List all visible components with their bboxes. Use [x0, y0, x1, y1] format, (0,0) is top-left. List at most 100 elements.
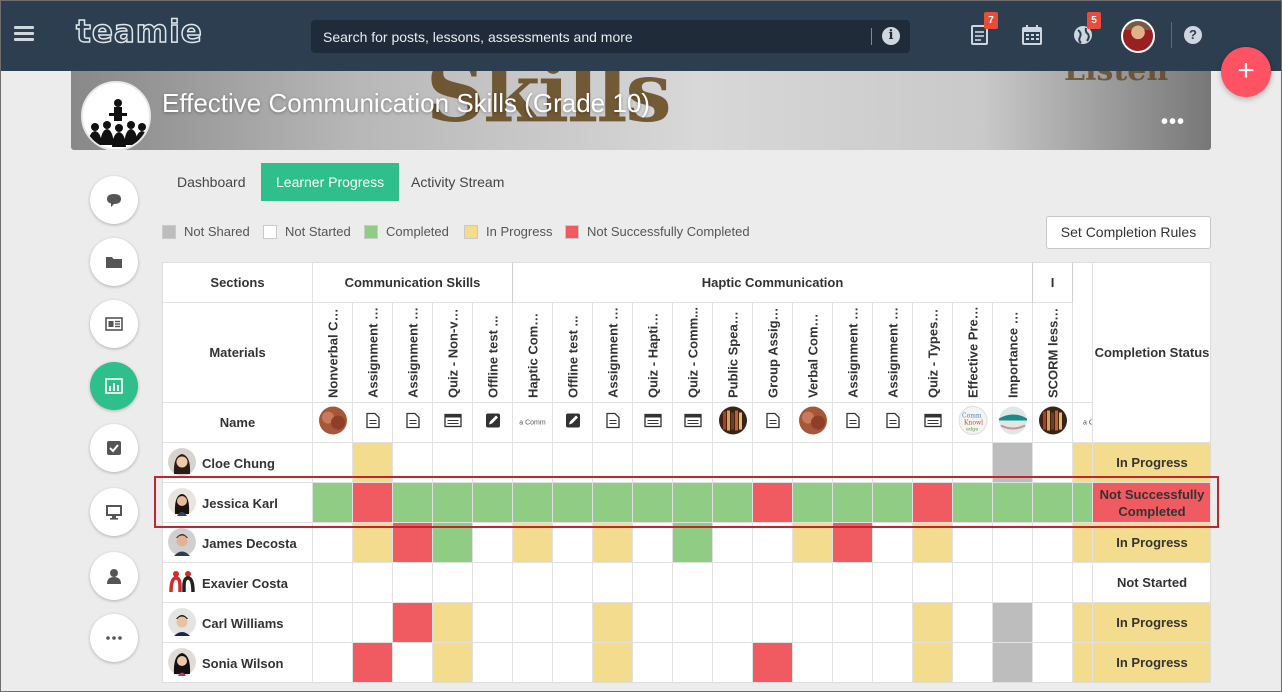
progress-cell[interactable] — [993, 603, 1033, 643]
teamie-logo[interactable]: teamie — [75, 13, 203, 51]
material-column-header[interactable]: Quiz - Non-ve... — [433, 303, 473, 403]
material-column-header[interactable]: Haptic Comm... — [513, 303, 553, 403]
progress-cell[interactable] — [433, 443, 473, 483]
material-icon-cell[interactable] — [353, 403, 393, 443]
material-icon-cell[interactable] — [873, 403, 913, 443]
progress-cell[interactable] — [993, 563, 1033, 603]
learner-row-name[interactable]: Sonia Wilson — [163, 643, 313, 682]
progress-cell[interactable] — [593, 483, 633, 523]
material-column-header[interactable]: SCORM lesson — [1033, 303, 1073, 403]
search-input[interactable]: Search for posts, lessons, assessments a… — [311, 20, 910, 53]
progress-cell[interactable] — [873, 483, 913, 523]
progress-cell[interactable] — [393, 563, 433, 603]
progress-cell[interactable] — [833, 443, 873, 483]
progress-cell[interactable] — [873, 443, 913, 483]
progress-cell[interactable] — [353, 643, 393, 682]
progress-cell[interactable] — [673, 443, 713, 483]
calendar-icon[interactable] — [1022, 24, 1042, 46]
progress-cell[interactable] — [793, 443, 833, 483]
progress-cell[interactable] — [673, 523, 713, 563]
progress-cell[interactable] — [633, 483, 673, 523]
globe-icon[interactable]: 5 — [1073, 12, 1101, 46]
info-icon[interactable]: i — [882, 27, 900, 45]
progress-cell[interactable] — [433, 643, 473, 682]
material-icon-cell[interactable] — [473, 403, 513, 443]
progress-cell[interactable] — [953, 563, 993, 603]
material-icon-cell[interactable]: Comm Knowl edge — [953, 403, 993, 443]
progress-cell[interactable] — [433, 523, 473, 563]
user-icon[interactable] — [90, 552, 138, 600]
progress-cell[interactable] — [873, 643, 913, 682]
progress-cell[interactable] — [793, 643, 833, 682]
learner-avatar[interactable] — [168, 648, 196, 676]
progress-cell[interactable] — [873, 523, 913, 563]
progress-cell[interactable] — [593, 643, 633, 682]
material-column-header[interactable]: Offline test ... — [553, 303, 593, 403]
material-column-header[interactable]: Assignment - ... — [593, 303, 633, 403]
monitor-icon[interactable] — [90, 488, 138, 536]
checkbox-icon[interactable] — [90, 424, 138, 472]
progress-cell[interactable] — [833, 563, 873, 603]
progress-cell[interactable] — [553, 523, 593, 563]
progress-cell[interactable] — [713, 523, 753, 563]
material-icon-cell[interactable] — [713, 403, 753, 443]
more-icon[interactable] — [90, 614, 138, 662]
chat-icon[interactable] — [90, 176, 138, 224]
material-icon-cell[interactable] — [673, 403, 713, 443]
progress-cell[interactable] — [393, 603, 433, 643]
learner-name[interactable]: James Decosta — [202, 536, 297, 551]
material-column-header[interactable]: Verbal Comm... — [793, 303, 833, 403]
set-completion-rules-button[interactable]: Set Completion Rules — [1046, 216, 1211, 249]
progress-cell[interactable] — [433, 483, 473, 523]
add-button[interactable]: + — [1221, 47, 1271, 97]
progress-cell[interactable] — [513, 643, 553, 682]
learner-row-name[interactable]: Exavier Costa — [163, 563, 313, 603]
material-icon-cell[interactable] — [753, 403, 793, 443]
learner-name[interactable]: Exavier Costa — [202, 576, 288, 591]
progress-cell[interactable] — [553, 643, 593, 682]
progress-cell[interactable] — [633, 443, 673, 483]
learner-avatar[interactable] — [168, 568, 196, 596]
progress-cell[interactable] — [873, 563, 913, 603]
progress-cell[interactable] — [913, 563, 953, 603]
progress-cell[interactable] — [753, 603, 793, 643]
progress-cell[interactable] — [513, 443, 553, 483]
progress-cell[interactable] — [593, 523, 633, 563]
progress-cell[interactable] — [433, 563, 473, 603]
progress-cell[interactable] — [713, 563, 753, 603]
progress-cell[interactable] — [1033, 443, 1073, 483]
progress-cell[interactable] — [473, 603, 513, 643]
progress-cell[interactable] — [553, 483, 593, 523]
progress-cell[interactable] — [353, 523, 393, 563]
progress-cell[interactable] — [1033, 603, 1073, 643]
learner-name[interactable]: Jessica Karl — [202, 496, 278, 511]
learner-name[interactable]: Carl Williams — [202, 616, 284, 631]
material-icon-cell[interactable] — [433, 403, 473, 443]
progress-cell[interactable] — [713, 483, 753, 523]
progress-cell[interactable] — [593, 603, 633, 643]
progress-cell[interactable] — [353, 603, 393, 643]
progress-cell[interactable] — [473, 443, 513, 483]
material-column-header[interactable]: Assignment - ... — [873, 303, 913, 403]
progress-cell[interactable] — [433, 603, 473, 643]
progress-cell[interactable] — [713, 603, 753, 643]
progress-cell[interactable] — [313, 523, 353, 563]
progress-cell[interactable] — [833, 483, 873, 523]
progress-cell[interactable] — [873, 603, 913, 643]
progress-cell[interactable] — [473, 563, 513, 603]
progress-cell[interactable] — [513, 483, 553, 523]
material-icon-cell[interactable] — [593, 403, 633, 443]
document-icon[interactable]: 7 — [970, 12, 998, 46]
progress-cell[interactable] — [673, 603, 713, 643]
progress-cell[interactable] — [913, 443, 953, 483]
progress-cell[interactable] — [313, 643, 353, 682]
progress-cell[interactable] — [553, 443, 593, 483]
progress-cell[interactable] — [593, 563, 633, 603]
material-icon-cell[interactable] — [1033, 403, 1073, 443]
progress-cell[interactable] — [313, 603, 353, 643]
progress-cell[interactable] — [353, 483, 393, 523]
progress-cell[interactable] — [673, 483, 713, 523]
material-column-header[interactable]: Quiz - Haptic ... — [633, 303, 673, 403]
folder-icon[interactable] — [90, 238, 138, 286]
learner-avatar[interactable] — [168, 488, 196, 516]
